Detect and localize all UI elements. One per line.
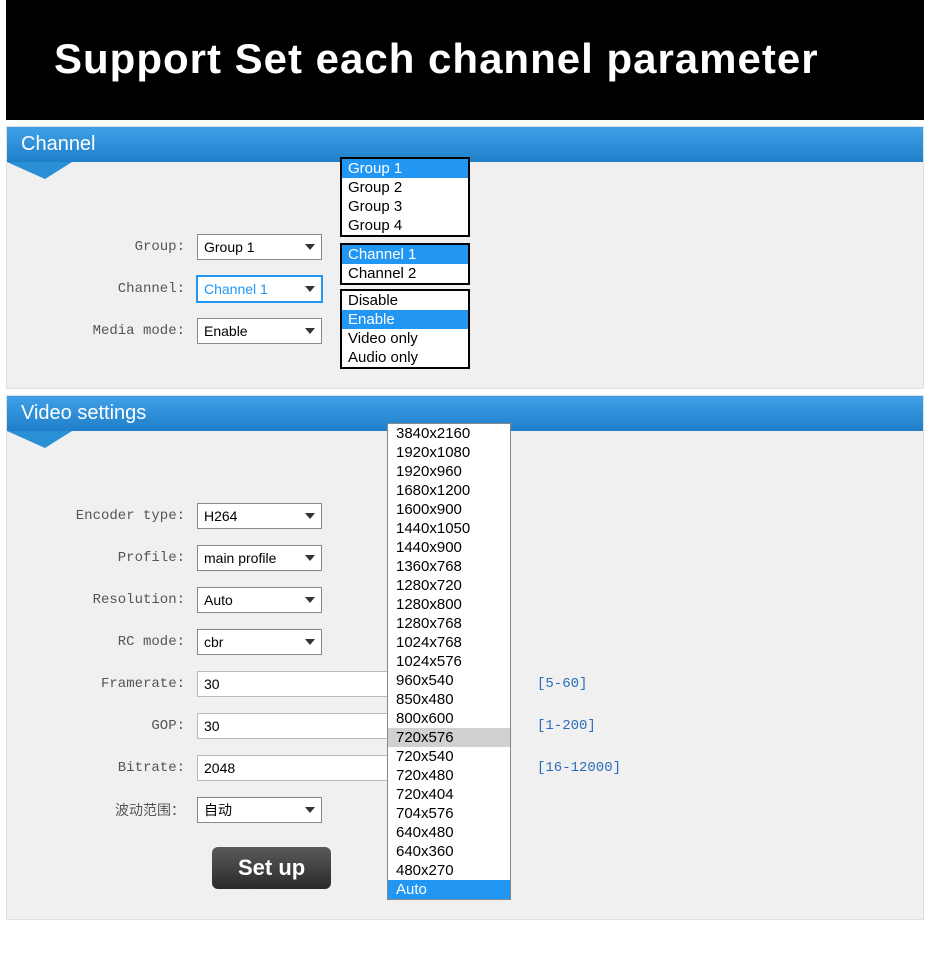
channel-select-value: Channel 1 <box>204 281 268 297</box>
framerate-hint: [5-60] <box>537 676 587 692</box>
dropdown-option[interactable]: 1680x1200 <box>388 481 510 500</box>
dropdown-option[interactable]: 1280x720 <box>388 576 510 595</box>
dropdown-option[interactable]: 640x480 <box>388 823 510 842</box>
dropdown-option[interactable]: Auto <box>388 880 510 899</box>
fluctuation-select-value: 自动 <box>204 800 232 820</box>
dropdown-option[interactable]: Enable <box>342 310 468 329</box>
dropdown-option[interactable]: 850x480 <box>388 690 510 709</box>
dropdown-option[interactable]: Channel 1 <box>342 245 468 264</box>
dropdown-option[interactable]: 1920x960 <box>388 462 510 481</box>
framerate-label: Framerate: <box>7 676 197 692</box>
media-mode-label: Media mode: <box>7 323 197 339</box>
chevron-down-icon <box>305 639 315 645</box>
dropdown-option[interactable]: 1440x900 <box>388 538 510 557</box>
dropdown-option[interactable]: 1024x576 <box>388 652 510 671</box>
rc-mode-select[interactable]: cbr <box>197 629 322 655</box>
dropdown-option[interactable]: 720x480 <box>388 766 510 785</box>
resolution-select-value: Auto <box>204 592 233 608</box>
dropdown-option[interactable]: 960x540 <box>388 671 510 690</box>
chevron-down-icon <box>305 244 315 250</box>
dropdown-option[interactable]: 720x540 <box>388 747 510 766</box>
dropdown-option[interactable]: 1024x768 <box>388 633 510 652</box>
dropdown-option[interactable]: 800x600 <box>388 709 510 728</box>
resolution-select[interactable]: Auto <box>197 587 322 613</box>
dropdown-option[interactable]: Group 3 <box>342 197 468 216</box>
group-select[interactable]: Group 1 <box>197 234 322 260</box>
channel-dropdown-popup[interactable]: Channel 1Channel 2 <box>340 243 470 285</box>
dropdown-option[interactable]: Audio only <box>342 348 468 367</box>
gop-label: GOP: <box>7 718 197 734</box>
setup-button[interactable]: Set up <box>212 847 331 889</box>
dropdown-option[interactable]: Group 4 <box>342 216 468 235</box>
resolution-label: Resolution: <box>7 592 197 608</box>
group-select-value: Group 1 <box>204 239 255 255</box>
dropdown-option[interactable]: 640x360 <box>388 842 510 861</box>
bitrate-hint: [16-12000] <box>537 760 621 776</box>
fluctuation-label: 波动范围： <box>7 800 197 820</box>
dropdown-option[interactable]: Video only <box>342 329 468 348</box>
chevron-down-icon <box>305 555 315 561</box>
dropdown-option[interactable]: Group 2 <box>342 178 468 197</box>
profile-select-value: main profile <box>204 550 276 566</box>
gop-hint: [1-200] <box>537 718 596 734</box>
dropdown-option[interactable]: 704x576 <box>388 804 510 823</box>
dropdown-option[interactable]: 1600x900 <box>388 500 510 519</box>
profile-select[interactable]: main profile <box>197 545 322 571</box>
video-settings-panel: Video settings Encoder type: H264 Profil… <box>6 395 924 920</box>
dropdown-option[interactable]: 1440x1050 <box>388 519 510 538</box>
group-label: Group: <box>7 239 197 255</box>
dropdown-option[interactable]: 1280x800 <box>388 595 510 614</box>
rc-mode-select-value: cbr <box>204 634 223 650</box>
chevron-down-icon <box>305 513 315 519</box>
media-mode-select-value: Enable <box>204 323 248 339</box>
media-mode-select[interactable]: Enable <box>197 318 322 344</box>
dropdown-option[interactable]: 1920x1080 <box>388 443 510 462</box>
chevron-down-icon <box>305 286 315 292</box>
resolution-dropdown-popup[interactable]: 3840x21601920x10801920x9601680x12001600x… <box>387 423 511 900</box>
bitrate-label: Bitrate: <box>7 760 197 776</box>
encoder-select-value: H264 <box>204 508 237 524</box>
dropdown-option[interactable]: 720x404 <box>388 785 510 804</box>
video-panel-title: Video settings <box>21 402 146 424</box>
profile-label: Profile: <box>7 550 197 566</box>
dropdown-option[interactable]: Group 1 <box>342 159 468 178</box>
chevron-down-icon <box>305 328 315 334</box>
encoder-select[interactable]: H264 <box>197 503 322 529</box>
encoder-label: Encoder type: <box>7 508 197 524</box>
rc-mode-label: RC mode: <box>7 634 197 650</box>
channel-label: Channel: <box>7 281 197 297</box>
media-dropdown-popup[interactable]: DisableEnableVideo onlyAudio only <box>340 289 470 369</box>
channel-select[interactable]: Channel 1 <box>197 276 322 302</box>
channel-panel: Channel Group: Group 1 Channel: Channel … <box>6 126 924 389</box>
dropdown-option[interactable]: Channel 2 <box>342 264 468 283</box>
chevron-down-icon <box>305 807 315 813</box>
fluctuation-select[interactable]: 自动 <box>197 797 322 823</box>
dropdown-option[interactable]: Disable <box>342 291 468 310</box>
group-dropdown-popup[interactable]: Group 1Group 2Group 3Group 4 <box>340 157 470 237</box>
dropdown-option[interactable]: 1360x768 <box>388 557 510 576</box>
title-banner: Support Set each channel parameter <box>6 0 924 120</box>
channel-panel-title: Channel <box>21 133 96 155</box>
dropdown-option[interactable]: 720x576 <box>388 728 510 747</box>
dropdown-option[interactable]: 3840x2160 <box>388 424 510 443</box>
chevron-down-icon <box>305 597 315 603</box>
dropdown-option[interactable]: 480x270 <box>388 861 510 880</box>
dropdown-option[interactable]: 1280x768 <box>388 614 510 633</box>
